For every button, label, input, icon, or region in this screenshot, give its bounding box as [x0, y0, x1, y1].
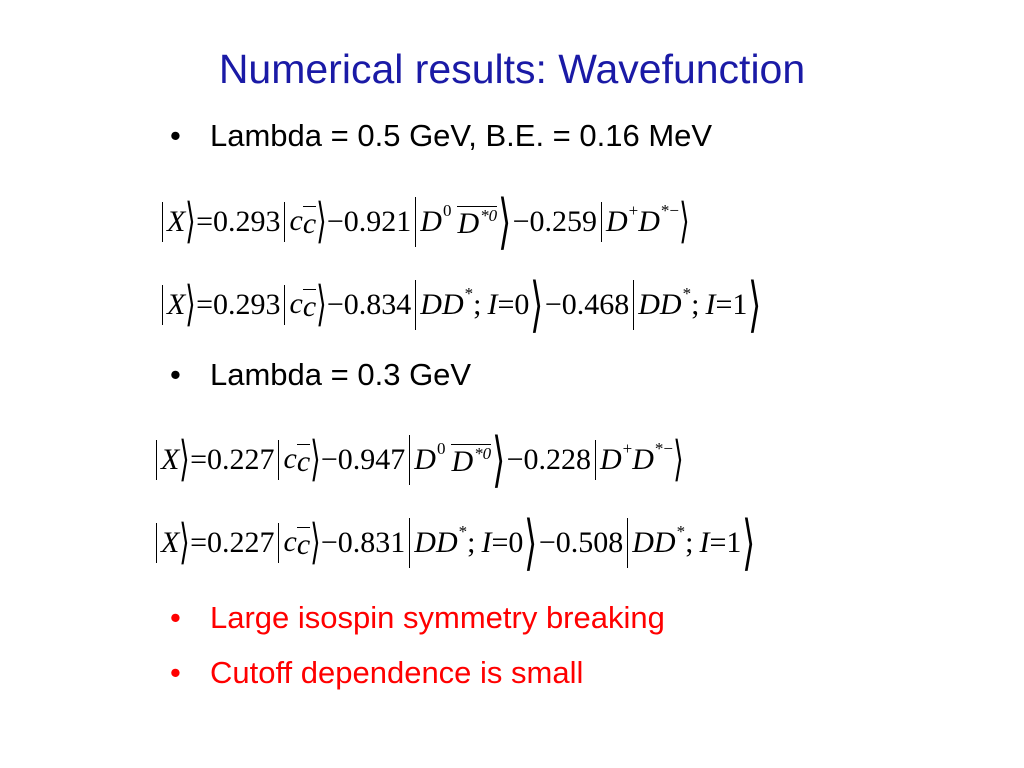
bullet-dot: • — [170, 600, 181, 635]
bullet-lambda-05: • Lambda = 0.5 GeV, B.E. = 0.16 MeV — [170, 118, 712, 154]
bullet-lambda-03: • Lambda = 0.3 GeV — [170, 357, 471, 393]
equation-lambda05-charged: X ⟩ = 0.293 c c ⟩ − 0.921 D 0 D*0 ⟩ − 0.259 D +… — [158, 192, 690, 252]
bullet-isospin-breaking: • Large isospin symmetry breaking — [170, 600, 665, 636]
bullet-dot: • — [170, 655, 181, 690]
bullet-dot: • — [170, 118, 181, 153]
bullet-text: Cutoff dependence is small — [210, 655, 584, 690]
slide-title: Numerical results: Wavefunction — [218, 46, 806, 92]
equation-lambda03-charged: X ⟩ = 0.227 c c ⟩ − 0.947 D 0 D*0 ⟩ − 0.228 D +… — [152, 430, 684, 490]
bullet-dot: • — [170, 357, 181, 392]
equation-lambda03-isospin: X ⟩ = 0.227 c c ⟩ − 0.831 D D *; I = 0 ⟩ − 0.508 … — [152, 513, 757, 573]
equation-lambda05-isospin: X ⟩ = 0.293 c c ⟩ − 0.834 D D *; I = 0 ⟩ − 0.468 … — [158, 275, 763, 335]
bullet-text: Lambda = 0.3 GeV — [210, 357, 472, 392]
bullet-cutoff-dependence: • Cutoff dependence is small — [170, 655, 583, 691]
bullet-text: Large isospin symmetry breaking — [210, 600, 665, 635]
bullet-text: Lambda = 0.5 GeV, B.E. = 0.16 MeV — [210, 118, 713, 153]
